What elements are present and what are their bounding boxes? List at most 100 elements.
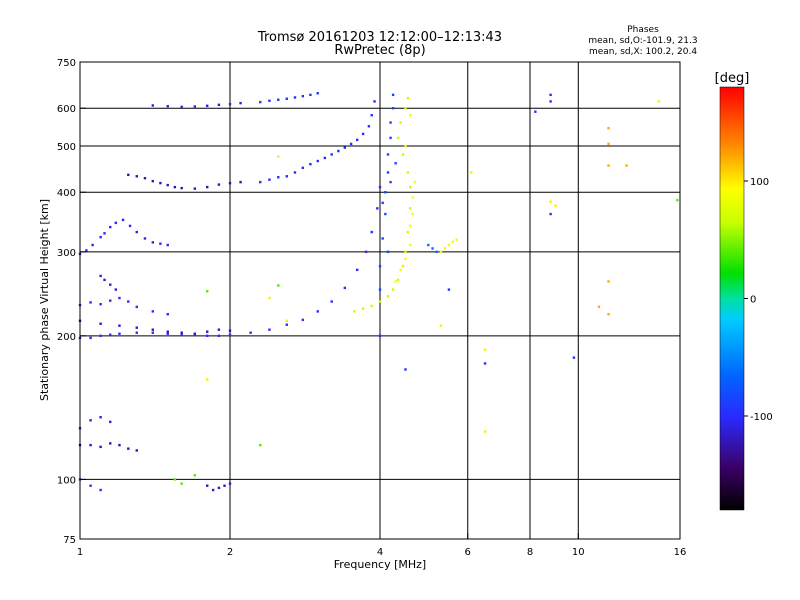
data-point <box>166 312 169 316</box>
data-point <box>205 185 209 189</box>
data-point <box>337 149 340 153</box>
data-point <box>285 323 288 326</box>
x-axis-label: Frequency [MHz] <box>334 558 426 571</box>
data-point <box>180 105 183 109</box>
data-point <box>99 488 102 492</box>
data-point <box>285 319 288 323</box>
data-point <box>406 171 410 174</box>
data-point <box>99 274 102 278</box>
x-tick-label: 8 <box>527 547 533 558</box>
data-point <box>285 175 288 178</box>
data-point <box>277 176 280 179</box>
data-point <box>99 334 102 338</box>
data-point <box>217 334 221 338</box>
data-point <box>109 420 112 424</box>
data-point <box>151 241 155 244</box>
data-point <box>277 98 280 101</box>
data-point <box>223 484 226 487</box>
data-point <box>205 484 209 487</box>
data-point <box>378 185 382 189</box>
x-tick-label: 4 <box>377 547 383 558</box>
data-point <box>277 284 280 287</box>
data-point <box>135 305 138 309</box>
data-point <box>349 142 353 146</box>
data-point <box>399 268 402 272</box>
data-point <box>301 166 305 170</box>
data-point <box>293 171 297 174</box>
data-point <box>118 324 121 327</box>
data-point <box>483 362 487 365</box>
stats-heading: Phases <box>627 25 659 35</box>
data-point <box>99 416 102 419</box>
data-point <box>135 230 138 234</box>
data-point <box>386 153 390 156</box>
y-axis-ticks: 75 100 200 300 400 500 600 750 <box>57 58 86 546</box>
data-points <box>78 92 679 492</box>
data-point <box>301 94 305 98</box>
data-point <box>607 312 610 316</box>
data-point <box>381 237 384 240</box>
data-point <box>404 368 407 371</box>
data-point <box>435 250 438 254</box>
data-point <box>386 295 390 298</box>
data-point <box>391 288 395 291</box>
data-point <box>572 356 576 359</box>
data-point <box>205 330 209 333</box>
data-point <box>396 278 400 282</box>
data-point <box>413 180 417 184</box>
data-point <box>355 268 359 272</box>
data-point <box>217 328 221 331</box>
data-point <box>285 97 288 100</box>
data-point <box>159 181 162 185</box>
data-point <box>99 302 102 306</box>
y-tick-label: 300 <box>57 248 76 259</box>
data-point <box>159 242 162 245</box>
data-point <box>143 177 147 180</box>
stats-line-x: mean, sd,X: 100.2, 20.4 <box>589 47 697 57</box>
data-point <box>173 185 177 189</box>
data-point <box>597 305 601 309</box>
data-point <box>143 237 147 240</box>
data-point <box>239 180 242 184</box>
data-point <box>89 301 92 304</box>
data-point <box>151 104 155 107</box>
data-point <box>99 445 102 449</box>
data-point <box>384 212 387 216</box>
data-point <box>239 101 242 105</box>
data-point <box>439 324 443 327</box>
data-point <box>361 132 365 136</box>
data-point <box>483 430 487 433</box>
data-point <box>268 328 271 331</box>
data-point <box>411 212 414 216</box>
data-point <box>205 290 209 293</box>
data-point <box>549 100 552 103</box>
data-point <box>103 232 106 235</box>
data-point <box>316 92 319 95</box>
data-point <box>91 243 94 247</box>
data-point <box>193 474 197 477</box>
data-point <box>330 153 333 156</box>
data-point <box>268 99 271 102</box>
stats-line-o: mean, sd,O:-101.9, 21.3 <box>588 36 697 46</box>
data-point <box>166 104 169 108</box>
data-point <box>309 162 312 166</box>
data-point <box>135 326 138 329</box>
data-point <box>391 107 395 110</box>
data-point <box>534 110 537 113</box>
data-point <box>205 334 209 338</box>
data-point <box>391 93 395 97</box>
data-point <box>370 304 373 308</box>
grid-lines <box>80 62 680 539</box>
data-point <box>427 243 430 247</box>
x-tick-label: 6 <box>465 547 471 558</box>
data-point <box>401 264 405 268</box>
y-tick-label: 750 <box>57 58 76 69</box>
data-point <box>166 243 169 247</box>
data-point <box>378 300 382 303</box>
data-point <box>309 93 312 97</box>
colorbar <box>719 86 745 511</box>
data-point <box>128 224 132 228</box>
data-point <box>193 105 197 108</box>
data-point <box>180 186 183 190</box>
data-point <box>316 159 319 163</box>
